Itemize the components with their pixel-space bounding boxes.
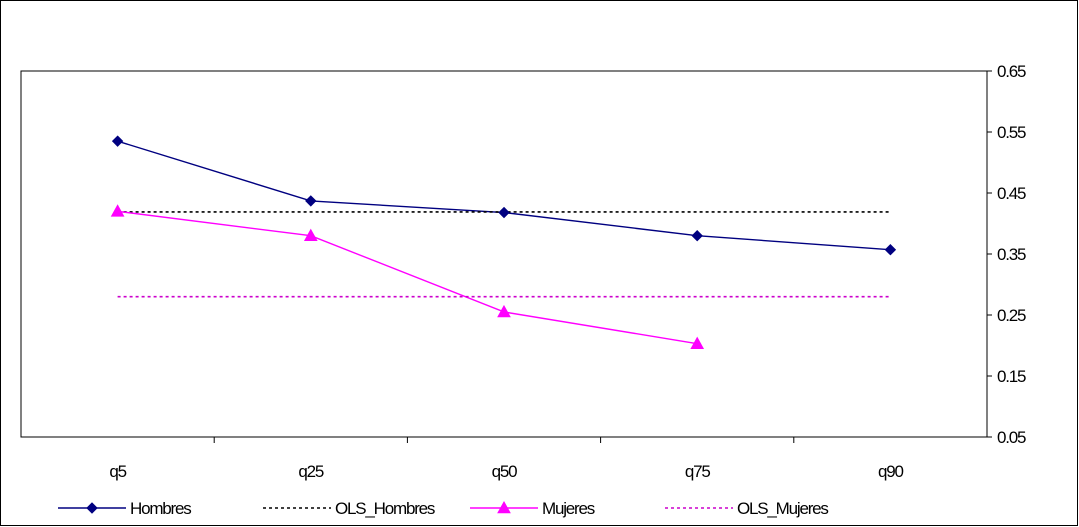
legend-label-ols-mujeres: OLS_Mujeres [737,499,828,518]
y-tick-label: 0.15 [997,367,1026,386]
legend-label-ols-hombres: OLS_Hombres [335,499,435,518]
data-point-hombres [111,135,124,147]
x-tick-label: q90 [878,462,904,481]
y-tick-label: 0.55 [997,123,1026,142]
plot-area [20,70,988,438]
x-tick-label: q25 [298,462,324,481]
x-tick-label: q5 [109,462,126,481]
data-point-mujeres [110,204,125,217]
legend-label-mujeres: Mujeres [542,499,595,518]
data-point-mujeres [303,228,318,241]
y-tick-label: 0.35 [997,245,1026,264]
data-point-hombres [691,229,703,242]
data-point-mujeres [497,304,511,318]
legend-marker-mujeres [497,500,511,514]
data-point-hombres [498,206,510,219]
legend-label-hombres: Hombres [130,499,191,518]
y-tick-label: 0.65 [997,62,1026,81]
data-point-mujeres [690,336,705,349]
series-line-mujeres [117,210,698,345]
series-markers [110,135,897,349]
y-tick-label: 0.25 [997,306,1026,325]
legend-marker-hombres [86,502,98,514]
x-tick-label: q75 [685,462,711,481]
data-point-hombres [305,195,317,207]
legend: Hombres OLS_Hombres Mujeres OLS_Mujeres [58,499,830,518]
y-tick-label: 0.05 [997,428,1026,447]
y-tick-label: 0.45 [997,184,1026,203]
x-tick-label: q50 [492,462,518,481]
axes: 0.05 0.15 0.25 0.35 0.45 0.55 0.65 q5 q25 q50 q75 q… [109,62,1027,481]
data-point-hombres [884,244,897,256]
